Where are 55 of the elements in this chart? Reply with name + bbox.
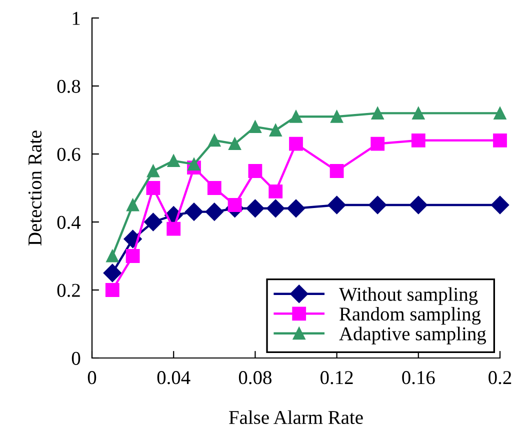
y-tick-label: 0.6 xyxy=(57,148,80,162)
point xyxy=(146,164,160,178)
legend-label: Adaptive sampling xyxy=(339,326,486,344)
x-axis-title: False Alarm Rate xyxy=(229,410,363,424)
point xyxy=(146,181,160,195)
x-tick-label: 0.04 xyxy=(157,371,190,384)
point xyxy=(412,106,425,120)
point xyxy=(370,136,385,151)
y-tick-label: 0 xyxy=(72,352,80,365)
point xyxy=(105,283,120,297)
x-tick-label: 0.12 xyxy=(320,371,353,384)
x-tick-label: 0.2 xyxy=(488,371,512,384)
point xyxy=(371,106,384,120)
legend-label: Without sampling xyxy=(338,287,478,305)
x-tick-label: 0.08 xyxy=(238,371,272,384)
point xyxy=(166,222,181,236)
point xyxy=(246,199,264,218)
y-tick-label: 0.4 xyxy=(57,216,81,230)
point xyxy=(330,164,344,178)
point xyxy=(126,198,140,212)
point xyxy=(328,196,346,214)
point xyxy=(106,250,119,262)
y-tick-label: 0.8 xyxy=(57,80,80,94)
point xyxy=(269,124,282,136)
point xyxy=(286,199,306,218)
y-tick-label: 1 xyxy=(72,12,80,25)
point xyxy=(167,154,180,168)
point xyxy=(188,158,200,170)
point xyxy=(228,198,242,212)
y-tick-label: 0.2 xyxy=(57,284,80,298)
point xyxy=(289,136,303,151)
point xyxy=(266,199,285,218)
point xyxy=(207,181,222,195)
point xyxy=(494,106,506,120)
point xyxy=(208,134,221,147)
point xyxy=(268,184,283,198)
point xyxy=(493,133,507,148)
y-axis-title: Detection Rate xyxy=(28,130,42,246)
point xyxy=(205,202,224,221)
point xyxy=(248,120,262,134)
point xyxy=(144,212,162,232)
point xyxy=(411,133,426,148)
point xyxy=(330,110,344,123)
point xyxy=(228,138,242,150)
x-tick-label: 0 xyxy=(88,371,96,384)
point xyxy=(103,264,122,282)
point xyxy=(184,202,204,221)
legend-label: Random sampling xyxy=(340,306,481,325)
point xyxy=(409,196,428,214)
point xyxy=(290,110,302,123)
point xyxy=(490,196,510,214)
point xyxy=(126,249,140,263)
point xyxy=(368,196,387,214)
point xyxy=(248,164,262,178)
x-tick-label: 0.16 xyxy=(402,371,435,384)
